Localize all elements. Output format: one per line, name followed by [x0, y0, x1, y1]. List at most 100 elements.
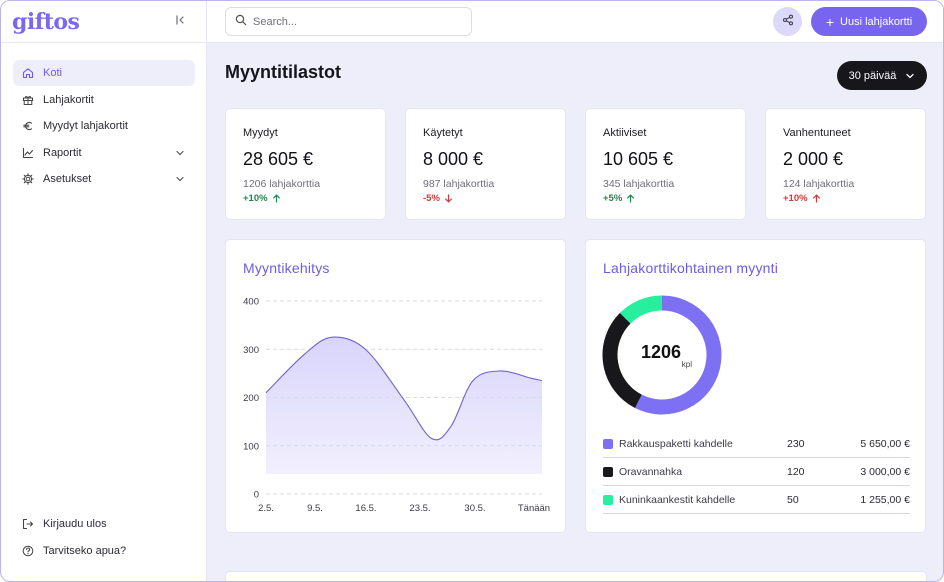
stat-count: 345 lahjakorttia: [603, 178, 675, 190]
donut-slice: [619, 295, 663, 324]
share-button[interactable]: [773, 7, 802, 36]
donut-slice: [602, 312, 643, 409]
sidebar-item-label: Koti: [43, 67, 62, 79]
stat-value: 8 000 €: [423, 149, 484, 169]
legend-row: Kuninkaankestit kahdelle 50 1 255,00 €: [603, 486, 910, 514]
help-label: Tarvitseko apua?: [43, 544, 127, 557]
new-giftcard-button[interactable]: + Uusi lahjakortti: [811, 7, 927, 36]
legend-row: Oravannahka 120 3 000,00 €: [603, 458, 910, 486]
legend-name: Kuninkaankestit kahdelle: [619, 493, 736, 506]
arrow-down-icon: [444, 194, 452, 203]
logout-label: Kirjaudu ulos: [43, 518, 107, 530]
euro-icon: [22, 120, 34, 132]
sidebar-item-label: Raportit: [43, 146, 82, 159]
donut-total: 1206: [640, 342, 682, 362]
x-tick-label: 9.5.: [307, 503, 323, 514]
stat-count: 124 lahjakorttia: [783, 178, 855, 190]
sidebar-item-lahjakortit[interactable]: Lahjakortit: [13, 87, 195, 113]
legend-count: 230: [787, 437, 805, 450]
top-bar: + Uusi lahjakortti: [207, 1, 943, 43]
donut-slice: [634, 295, 722, 415]
search-box[interactable]: [225, 7, 472, 36]
sidebar-item-raportit[interactable]: Raportit: [13, 140, 195, 166]
stat-change-value: +10%: [783, 193, 808, 204]
stat-value: 2 000 €: [783, 149, 844, 169]
legend-amount: 5 650,00 €: [860, 437, 910, 450]
stat-change-value: +5%: [603, 193, 623, 204]
help-link[interactable]: Tarvitseko apua?: [13, 538, 195, 564]
x-tick-label: Tänään: [518, 503, 550, 514]
legend-swatch: [603, 466, 613, 477]
sidebar-item-label: Lahjakortit: [43, 93, 94, 106]
legend-swatch: [603, 494, 613, 505]
search-input[interactable]: [253, 15, 453, 28]
period-dropdown[interactable]: 30 päivää: [837, 61, 927, 90]
legend-count: 50: [787, 493, 799, 506]
chart-icon: [22, 147, 34, 159]
logout-link[interactable]: Kirjaudu ulos: [13, 511, 195, 537]
search-icon: [235, 14, 247, 29]
stat-label: Vanhentuneet: [783, 127, 851, 139]
stat-label: Myydyt: [243, 127, 278, 139]
stat-count: 987 lahjakorttia: [423, 178, 495, 190]
sidebar: giftos Koti Lahjakortit My: [1, 1, 207, 581]
share-icon: [782, 14, 794, 29]
stat-card-vanhentuneet: Vanhentuneet 2 000 € 124 lahjakorttia +1…: [765, 108, 926, 220]
stat-change: -5%: [423, 193, 453, 204]
legend-amount: 1 255,00 €: [860, 493, 910, 506]
help-icon: [22, 545, 34, 557]
x-tick-label: 16.5.: [355, 503, 376, 514]
sales-area-chart: 0 100 200 300 400 2.5. 9.5. 16.5. 23.5. 30.5. Tänä…: [243, 297, 550, 515]
chevron-down-icon[interactable]: [175, 148, 185, 158]
donut-unit: kpl: [681, 360, 692, 369]
sidebar-bottom-nav: Kirjaudu ulos Tarvitseko apua?: [13, 511, 195, 564]
app-logo[interactable]: giftos: [12, 9, 80, 35]
sidebar-item-asetukset[interactable]: Asetukset: [13, 166, 195, 192]
home-icon: [22, 67, 34, 79]
stat-change: +10%: [783, 193, 821, 204]
giftcard-sales-title: Lahjakorttikohtainen myynti: [603, 260, 779, 276]
y-tick-label: 100: [243, 441, 259, 452]
legend-name: Oravannahka: [619, 465, 683, 478]
stat-change-value: -5%: [423, 193, 440, 204]
giftcard-donut-chart: [602, 295, 722, 415]
legend-name: Rakkauspaketti kahdelle: [619, 437, 733, 450]
stat-value: 28 605 €: [243, 149, 314, 169]
x-tick-label: 2.5.: [258, 503, 274, 514]
collapse-sidebar-icon[interactable]: [173, 14, 187, 28]
stat-change: +10%: [243, 193, 281, 204]
sidebar-item-myydyt-lahjakortit[interactable]: Myydyt lahjakortit: [13, 113, 195, 139]
legend-swatch: [603, 438, 613, 449]
donut-center: 1206 kpl: [623, 342, 699, 369]
gift-icon: [22, 94, 34, 106]
sidebar-nav: Koti Lahjakortit Myydyt lahjakortit Rapo…: [13, 60, 195, 193]
chevron-down-icon[interactable]: [175, 174, 185, 184]
y-tick-label: 0: [254, 490, 259, 501]
arrow-up-icon: [272, 194, 280, 203]
logout-icon: [22, 518, 34, 530]
sidebar-item-label: Myydyt lahjakortit: [43, 120, 128, 133]
legend-amount: 3 000,00 €: [860, 465, 910, 478]
stat-card-myydyt: Myydyt 28 605 € 1206 lahjakorttia +10%: [225, 108, 386, 220]
legend-row: Rakkauspaketti kahdelle 230 5 650,00 €: [603, 430, 910, 458]
stat-change-value: +10%: [243, 193, 268, 204]
x-tick-label: 23.5.: [409, 503, 430, 514]
arrow-up-icon: [812, 194, 820, 203]
sales-chart-card: Myyntikehitys 0 100 200 300 400 2.5. 9.5. 16.5.…: [225, 239, 566, 533]
stat-card-kaytetyt: Käytetyt 8 000 € 987 lahjakorttia -5%: [405, 108, 566, 220]
stat-label: Aktiiviset: [603, 127, 647, 139]
x-tick-label: 30.5.: [464, 503, 485, 514]
stat-label: Käytetyt: [423, 127, 463, 139]
chevron-down-icon: [905, 71, 915, 81]
sidebar-item-koti[interactable]: Koti: [13, 60, 195, 86]
page-title: Myyntitilastot: [225, 62, 342, 82]
stat-count: 1206 lahjakorttia: [243, 178, 321, 190]
sidebar-item-label: Asetukset: [43, 173, 92, 186]
legend-count: 120: [787, 465, 805, 478]
y-tick-label: 300: [243, 345, 259, 356]
arrow-up-icon: [627, 194, 635, 203]
sales-line: [265, 336, 543, 441]
sidebar-divider: [1, 42, 207, 43]
stat-value: 10 605 €: [603, 149, 674, 169]
